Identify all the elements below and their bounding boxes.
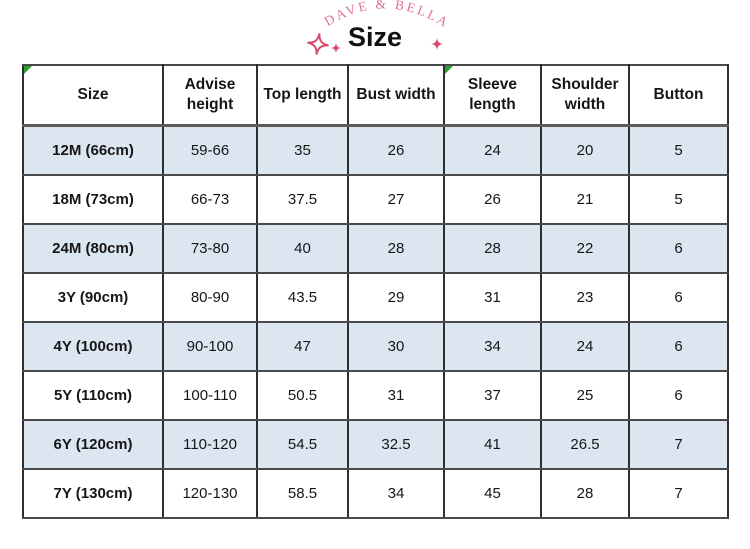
button-count-cell: 6 (628, 321, 729, 372)
button-count-cell: 5 (628, 124, 729, 176)
bust-width-cell: 26 (347, 124, 445, 176)
button-count-cell: 6 (628, 272, 729, 323)
column-header-advise-height: Advise height (162, 64, 258, 127)
advise-height-cell: 73-80 (162, 223, 258, 274)
top-length-cell: 47 (256, 321, 349, 372)
size-chart-table: Size Advise height Top length Bust width… (22, 64, 729, 519)
excel-corner-marker-icon (25, 66, 32, 74)
top-length-cell: 35 (256, 124, 349, 176)
size-table-row: 4Y (100cm) 90-100 47 30 34 24 6 (22, 321, 729, 372)
sleeve-length-cell: 37 (443, 370, 542, 421)
sleeve-length-cell: 34 (443, 321, 542, 372)
sleeve-length-cell: 24 (443, 124, 542, 176)
sleeve-length-cell: 45 (443, 468, 542, 519)
column-header-label: Shoulder width (551, 75, 619, 113)
size-table-row: 18M (73cm) 66-73 37.5 27 26 21 5 (22, 174, 729, 225)
sleeve-length-cell: 26 (443, 174, 542, 225)
column-header-label: Sleeve length (467, 75, 518, 113)
column-header-bust-width: Bust width (347, 64, 445, 127)
column-header-button: Button (628, 64, 729, 127)
header-row: Size Advise height Top length Bust width… (22, 64, 729, 127)
shoulder-width-cell: 26.5 (540, 419, 630, 470)
shoulder-width-cell: 22 (540, 223, 630, 274)
sleeve-length-cell: 28 (443, 223, 542, 274)
button-count-cell: 7 (628, 468, 729, 519)
excel-corner-marker-icon (446, 66, 453, 74)
page-title: Size (348, 22, 402, 52)
size-label-cell: 6Y (120cm) (22, 419, 164, 470)
size-label-cell: 24M (80cm) (22, 223, 164, 274)
shoulder-width-cell: 28 (540, 468, 630, 519)
column-header-shoulder-width: Shoulder width (540, 64, 630, 127)
column-header-label: Size (77, 85, 109, 103)
size-table-body: 12M (66cm) 59-66 35 26 24 20 5 18M (73cm… (22, 124, 729, 519)
size-label-cell: 12M (66cm) (22, 124, 164, 176)
size-table-row: 24M (80cm) 73-80 40 28 28 22 6 (22, 223, 729, 274)
size-table-row: 3Y (90cm) 80-90 43.5 29 31 23 6 (22, 272, 729, 323)
advise-height-cell: 110-120 (162, 419, 258, 470)
brand-header: DAVE & BELLA Size (0, 0, 750, 64)
advise-height-cell: 80-90 (162, 272, 258, 323)
column-header-label: Top length (263, 85, 342, 103)
bust-width-cell: 34 (347, 468, 445, 519)
sleeve-length-cell: 41 (443, 419, 542, 470)
shoulder-width-cell: 23 (540, 272, 630, 323)
sparkle-icon (431, 38, 443, 50)
bust-width-cell: 30 (347, 321, 445, 372)
column-header-sleeve-length: Sleeve length (443, 64, 542, 127)
size-table-row: 12M (66cm) 59-66 35 26 24 20 5 (22, 124, 729, 176)
button-count-cell: 6 (628, 370, 729, 421)
size-label-cell: 3Y (90cm) (22, 272, 164, 323)
top-length-cell: 54.5 (256, 419, 349, 470)
advise-height-cell: 66-73 (162, 174, 258, 225)
bust-width-cell: 32.5 (347, 419, 445, 470)
top-length-cell: 40 (256, 223, 349, 274)
size-label-cell: 5Y (110cm) (22, 370, 164, 421)
size-label-cell: 4Y (100cm) (22, 321, 164, 372)
top-length-cell: 37.5 (256, 174, 349, 225)
size-table-row: 5Y (110cm) 100-110 50.5 31 37 25 6 (22, 370, 729, 421)
column-header-size: Size (22, 64, 164, 127)
shoulder-width-cell: 20 (540, 124, 630, 176)
advise-height-cell: 59-66 (162, 124, 258, 176)
column-header-label: Button (653, 85, 704, 103)
top-length-cell: 50.5 (256, 370, 349, 421)
bust-width-cell: 28 (347, 223, 445, 274)
advise-height-cell: 90-100 (162, 321, 258, 372)
top-length-cell: 43.5 (256, 272, 349, 323)
bust-width-cell: 31 (347, 370, 445, 421)
size-table-row: 6Y (120cm) 110-120 54.5 32.5 41 26.5 7 (22, 419, 729, 470)
brand-header-graphic: DAVE & BELLA Size (307, 0, 450, 55)
size-label-cell: 18M (73cm) (22, 174, 164, 225)
bust-width-cell: 27 (347, 174, 445, 225)
sparkle-icon (331, 43, 341, 53)
button-count-cell: 7 (628, 419, 729, 470)
advise-height-cell: 120-130 (162, 468, 258, 519)
shoulder-width-cell: 21 (540, 174, 630, 225)
button-count-cell: 5 (628, 174, 729, 225)
top-length-cell: 58.5 (256, 468, 349, 519)
sleeve-length-cell: 31 (443, 272, 542, 323)
advise-height-cell: 100-110 (162, 370, 258, 421)
button-count-cell: 6 (628, 223, 729, 274)
bust-width-cell: 29 (347, 272, 445, 323)
size-table-row: 7Y (130cm) 120-130 58.5 34 45 28 7 (22, 468, 729, 519)
size-label-cell: 7Y (130cm) (22, 468, 164, 519)
column-header-top-length: Top length (256, 64, 349, 127)
sparkle-icon (307, 33, 329, 55)
column-header-label: Advise height (184, 75, 236, 113)
column-header-label: Bust width (356, 85, 436, 103)
shoulder-width-cell: 25 (540, 370, 630, 421)
shoulder-width-cell: 24 (540, 321, 630, 372)
